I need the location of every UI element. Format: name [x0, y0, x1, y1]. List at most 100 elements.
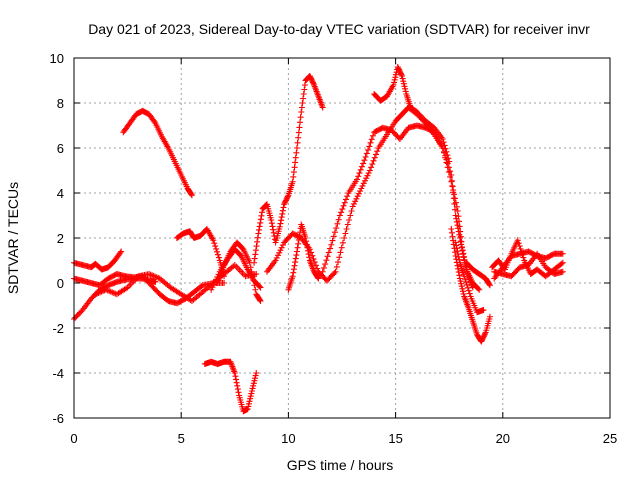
data-point	[344, 193, 351, 200]
data-point	[365, 170, 372, 177]
data-point	[269, 223, 276, 230]
data-point	[395, 66, 402, 73]
data-point	[256, 223, 263, 230]
data-point	[336, 212, 343, 219]
data-point	[209, 284, 216, 291]
data-point	[341, 199, 348, 206]
data-point	[390, 82, 397, 88]
data-point	[248, 388, 255, 394]
data-point	[363, 175, 370, 182]
data-point	[365, 146, 372, 153]
data-point	[290, 173, 297, 180]
data-point	[342, 230, 349, 237]
data-point	[454, 248, 461, 255]
data-point	[293, 248, 300, 255]
data-point	[256, 283, 263, 290]
data-point	[279, 210, 286, 217]
series-arc-10	[251, 73, 326, 266]
data-point	[309, 79, 316, 86]
data-point	[319, 104, 326, 111]
y-tick-label: 0	[57, 276, 64, 291]
data-point	[188, 192, 195, 199]
data-point	[231, 370, 238, 376]
data-point	[311, 259, 318, 266]
data-point	[453, 218, 460, 225]
data-point	[466, 290, 473, 297]
data-point	[374, 148, 381, 155]
data-point	[333, 225, 340, 232]
data-point	[245, 403, 252, 410]
data-point	[290, 269, 297, 276]
data-point	[354, 176, 361, 183]
data-point	[461, 273, 468, 280]
data-point	[334, 220, 341, 227]
data-point	[294, 139, 301, 146]
data-point	[360, 160, 367, 167]
data-point	[361, 157, 368, 164]
data-point	[292, 259, 299, 266]
data-point	[442, 145, 449, 152]
data-point	[465, 287, 472, 294]
data-point	[486, 282, 493, 289]
data-point	[208, 286, 215, 293]
data-point	[456, 235, 463, 241]
data-point	[281, 201, 288, 208]
data-point	[347, 212, 354, 219]
data-point	[368, 164, 375, 171]
data-point	[298, 109, 305, 115]
data-point	[290, 169, 297, 176]
data-point	[291, 164, 298, 171]
data-point	[558, 260, 565, 267]
data-point	[458, 241, 465, 248]
data-point	[392, 74, 399, 81]
data-point	[251, 255, 258, 262]
data-point	[252, 247, 259, 254]
data-point	[519, 251, 526, 258]
data-point	[456, 256, 463, 263]
data-point	[277, 247, 284, 254]
data-point	[372, 151, 379, 158]
data-point	[370, 157, 377, 164]
data-point	[218, 269, 225, 276]
data-point	[248, 390, 255, 397]
data-point	[455, 225, 462, 232]
data-point	[448, 172, 455, 178]
data-point	[356, 170, 363, 177]
data-point	[251, 259, 258, 266]
data-point	[440, 139, 447, 146]
data-point	[296, 124, 303, 131]
data-point	[402, 88, 409, 95]
data-point	[441, 142, 448, 149]
data-point	[331, 270, 338, 277]
data-point	[400, 78, 407, 85]
data-point	[234, 382, 241, 389]
data-point	[355, 190, 362, 197]
data-point	[253, 243, 260, 250]
data-point	[284, 194, 291, 201]
data-point	[270, 229, 277, 236]
data-point	[353, 195, 360, 202]
data-point	[294, 244, 301, 251]
data-point	[307, 74, 314, 81]
data-point	[486, 281, 493, 288]
data-point	[452, 239, 459, 246]
data-point	[309, 252, 316, 259]
data-point	[323, 257, 330, 264]
data-point	[308, 249, 315, 256]
data-point	[254, 238, 261, 245]
series-arc-9	[201, 358, 260, 415]
data-point	[349, 203, 356, 210]
data-point	[256, 297, 263, 304]
data-point	[457, 238, 464, 245]
data-point	[515, 240, 522, 247]
data-point	[482, 330, 489, 337]
data-point	[277, 220, 284, 227]
data-point	[278, 217, 285, 224]
data-point	[273, 254, 280, 261]
data-point	[246, 398, 253, 405]
data-point	[308, 76, 315, 83]
data-point	[358, 185, 365, 192]
data-point	[449, 233, 456, 240]
data-point	[253, 271, 260, 277]
